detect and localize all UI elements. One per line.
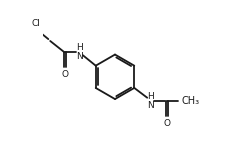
Text: H
N: H N — [76, 43, 82, 61]
Text: CH₃: CH₃ — [181, 96, 199, 106]
Text: H
N: H N — [147, 92, 153, 109]
Text: O: O — [162, 118, 169, 127]
Text: O: O — [61, 70, 68, 79]
Text: Cl: Cl — [32, 19, 40, 28]
